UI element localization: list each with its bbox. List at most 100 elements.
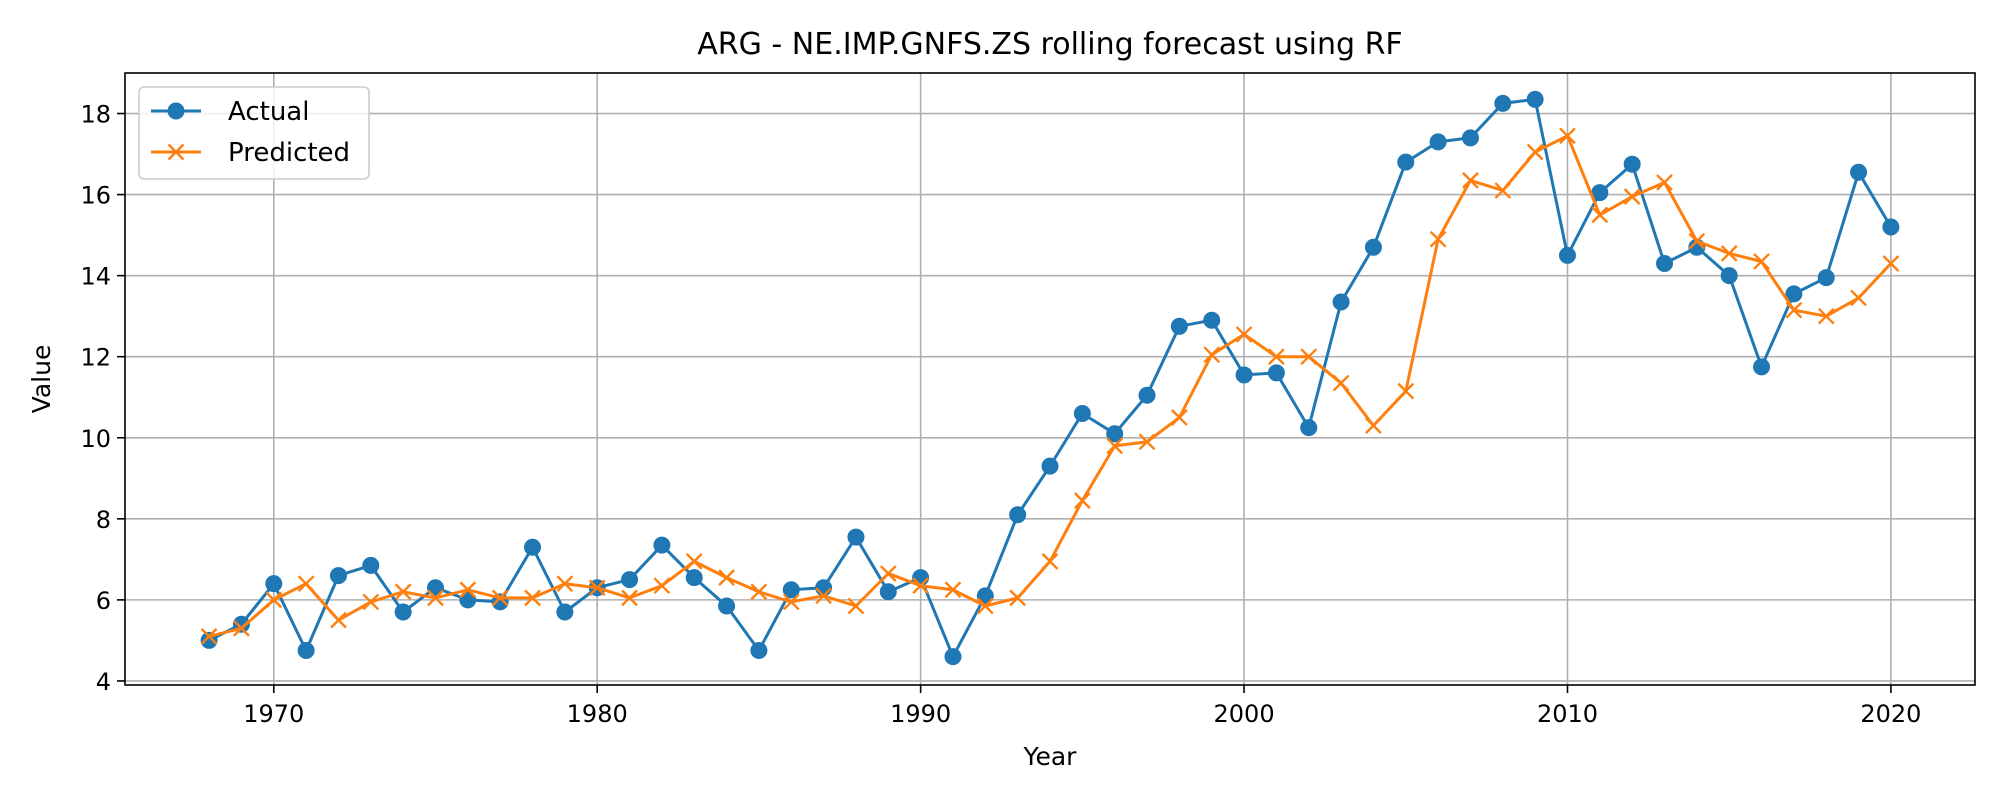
data-point — [524, 538, 542, 556]
data-point — [1494, 182, 1512, 199]
data-point — [427, 589, 444, 607]
data-point — [750, 642, 768, 660]
data-point — [685, 553, 703, 570]
x-tick-label: 1990 — [890, 700, 951, 728]
data-point — [1397, 153, 1415, 171]
data-point — [459, 581, 477, 599]
data-point — [1656, 254, 1674, 272]
data-point — [1300, 348, 1318, 366]
data-point — [362, 593, 380, 611]
y-tick-label: 10 — [80, 425, 111, 453]
data-point — [1332, 293, 1350, 311]
series-layer — [200, 90, 1900, 666]
data-point — [1494, 94, 1512, 112]
legend-label: Predicted — [228, 138, 350, 168]
data-point — [879, 565, 897, 582]
data-point — [1461, 129, 1479, 147]
data-point — [912, 577, 929, 595]
data-point — [1753, 253, 1770, 270]
data-point — [1041, 553, 1059, 570]
data-point — [556, 603, 574, 621]
legend-item-1: Actual — [151, 97, 309, 127]
data-point — [329, 567, 347, 585]
data-point — [1720, 245, 1738, 262]
data-point — [1365, 417, 1382, 434]
data-point — [1720, 267, 1738, 285]
data-point — [200, 628, 218, 645]
data-point — [491, 589, 509, 607]
data-point — [815, 579, 833, 597]
data-point — [1041, 457, 1059, 475]
data-point — [750, 583, 768, 601]
y-tick-label: 14 — [80, 263, 111, 291]
data-point — [653, 536, 671, 554]
data-point — [976, 597, 994, 615]
data-point — [653, 577, 671, 595]
data-point — [297, 575, 315, 593]
data-point — [1073, 492, 1091, 509]
data-point — [621, 571, 639, 589]
legend-item-2: Predicted — [151, 138, 350, 168]
data-point — [1785, 285, 1803, 303]
series-1 — [200, 90, 1900, 666]
data-point — [394, 583, 412, 601]
series-2 — [200, 127, 1900, 645]
data-point — [815, 587, 832, 605]
data-point — [1850, 163, 1868, 181]
data-point — [1623, 155, 1641, 173]
legend-items: Actual Predicted — [151, 97, 350, 168]
data-point — [1882, 255, 1900, 272]
data-point — [879, 583, 897, 601]
data-point — [782, 593, 800, 611]
data-point — [1106, 437, 1124, 455]
legend: Actual Predicted — [138, 86, 370, 180]
data-point — [556, 575, 574, 593]
data-point — [1688, 232, 1706, 250]
data-point — [1817, 269, 1835, 287]
data-point — [1138, 386, 1156, 404]
data-point — [1364, 238, 1382, 256]
y-tick-label: 16 — [80, 182, 111, 210]
data-point — [1559, 127, 1576, 145]
data-point — [847, 597, 865, 615]
data-point — [1009, 589, 1027, 607]
data-point — [1591, 206, 1609, 224]
data-point — [1171, 409, 1188, 426]
data-point — [944, 581, 962, 599]
data-point — [1268, 348, 1285, 366]
data-point — [394, 603, 412, 621]
data-point — [621, 589, 638, 607]
data-point — [1753, 358, 1771, 376]
y-tick-label: 8 — [96, 506, 111, 534]
data-point — [1073, 404, 1091, 422]
chart-title: ARG - NE.IMP.GNFS.ZS rolling forecast us… — [697, 27, 1402, 62]
plot-frame — [124, 72, 1976, 686]
data-point — [265, 591, 283, 609]
x-axis-label: Year — [1023, 742, 1078, 771]
data-point — [685, 569, 703, 587]
x-tick-label: 2020 — [1860, 700, 1921, 728]
data-point — [1203, 346, 1221, 364]
data-point — [782, 581, 800, 599]
data-point — [1558, 246, 1576, 264]
data-point — [944, 648, 962, 666]
data-point — [1138, 433, 1156, 451]
data-point — [1429, 230, 1447, 248]
data-point — [718, 597, 736, 615]
data-point — [1332, 374, 1350, 392]
data-point — [588, 579, 606, 597]
data-point — [1235, 326, 1253, 343]
data-point — [1817, 307, 1835, 325]
data-point — [1170, 317, 1188, 335]
y-tick-label: 4 — [96, 668, 111, 696]
data-point — [1526, 90, 1544, 108]
legend-marker — [167, 143, 185, 161]
x-tick-label: 2000 — [1214, 700, 1275, 728]
data-point — [524, 589, 541, 607]
data-point — [1267, 364, 1285, 382]
data-point — [718, 569, 735, 586]
data-point — [1462, 172, 1479, 189]
data-point — [1429, 133, 1447, 151]
data-point — [233, 619, 250, 637]
